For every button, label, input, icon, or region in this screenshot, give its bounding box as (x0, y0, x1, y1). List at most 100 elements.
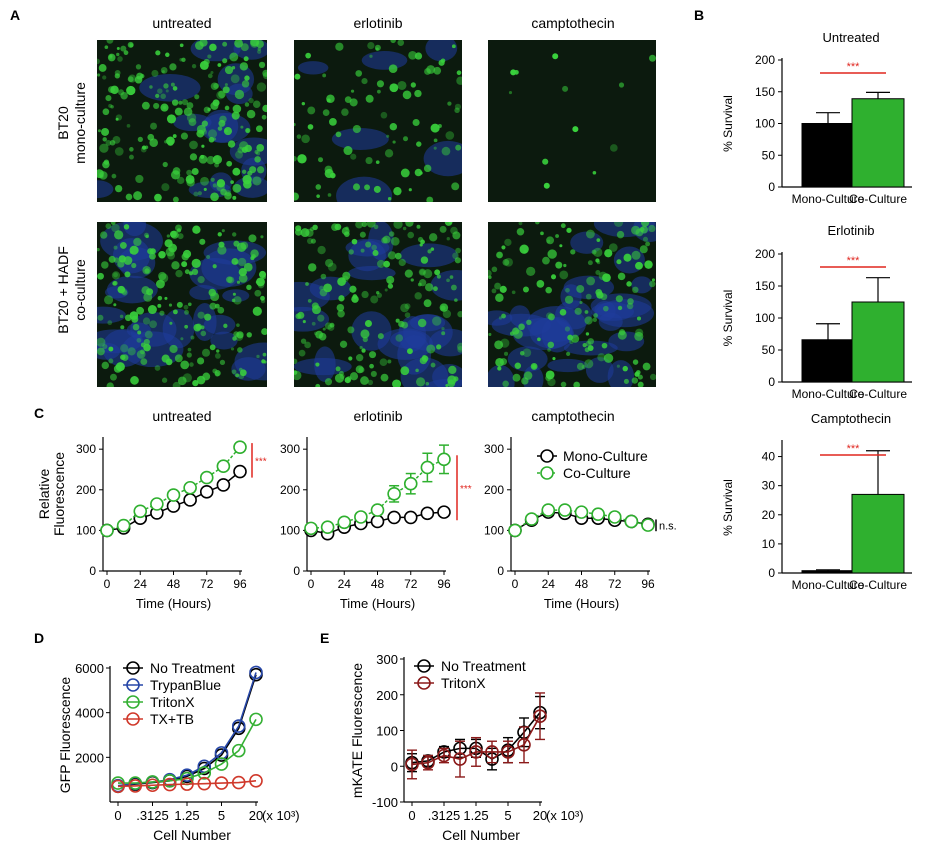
green-cell (526, 319, 532, 326)
green-cell (219, 359, 226, 366)
green-cell (157, 295, 163, 301)
green-cell (246, 284, 252, 291)
green-cell (238, 268, 247, 277)
green-cell (234, 150, 244, 159)
data-point (607, 510, 622, 524)
green-cell (151, 69, 159, 77)
green-cell (494, 340, 504, 350)
green-cell (389, 123, 398, 131)
green-cell (109, 54, 113, 58)
micrograph-0-2 (488, 40, 656, 202)
green-cell (119, 314, 124, 319)
green-cell (387, 279, 392, 285)
green-cell (598, 271, 608, 281)
green-cell (201, 120, 208, 127)
green-cell (123, 224, 130, 230)
panel-letter-e: E (320, 630, 329, 646)
x-tick-label: 1.25 (463, 808, 488, 823)
green-cell (129, 250, 134, 254)
green-cell (446, 278, 450, 283)
green-cell (596, 238, 601, 243)
row-label-mono-line2: mono-culture (72, 82, 88, 164)
y-tick-label: 0 (768, 566, 775, 580)
green-cell (223, 127, 233, 136)
green-cell (584, 359, 594, 369)
x-tick-label: 0 (408, 808, 415, 823)
green-cell (176, 228, 182, 233)
green-cell (229, 52, 239, 62)
y-tick-label: 200 (484, 483, 504, 497)
green-cell (602, 273, 611, 283)
y-axis-label-group: Relative Fluorescence (36, 452, 67, 536)
green-cell (294, 358, 298, 365)
x-tick-label: 96 (233, 577, 247, 591)
data-point (145, 775, 160, 789)
green-cell (301, 134, 310, 144)
green-cell (256, 354, 260, 359)
legend-label: TX+TB (150, 711, 194, 727)
green-cell (400, 168, 410, 178)
green-cell (587, 345, 594, 351)
legend-label: TrypanBlue (150, 677, 221, 693)
green-cell (160, 103, 169, 112)
green-cell (347, 326, 355, 334)
green-cell (336, 303, 345, 312)
green-cell (315, 362, 320, 367)
green-cell (126, 85, 136, 96)
green-cell (329, 322, 335, 328)
green-cell (406, 348, 413, 355)
green-cell (115, 117, 119, 121)
green-cell (256, 166, 265, 174)
green-cell (392, 379, 402, 387)
green-cell (294, 155, 297, 162)
data-point (199, 485, 214, 499)
green-cell (224, 65, 234, 75)
green-cell (239, 62, 249, 71)
legend-label: TritonX (150, 694, 195, 710)
green-cell (169, 63, 177, 71)
green-cell (238, 273, 248, 283)
green-cell (631, 250, 641, 260)
green-cell (157, 88, 163, 94)
green-cell (639, 245, 648, 254)
green-cell (220, 188, 227, 196)
y-tick-label: 200 (755, 53, 775, 67)
green-cell (118, 255, 126, 263)
micrograph-0-1 (294, 40, 462, 202)
green-cell (454, 103, 462, 110)
green-cell (142, 265, 151, 275)
green-cell (177, 376, 187, 386)
x-tick-label: 0 (104, 577, 111, 591)
green-cell (101, 361, 109, 370)
green-cell (136, 350, 146, 359)
green-cell (232, 195, 237, 200)
green-cell (240, 125, 244, 129)
green-cell (184, 269, 190, 275)
green-cell (452, 231, 461, 240)
green-cell (327, 193, 332, 197)
data-point (403, 476, 418, 491)
green-cell (335, 42, 344, 51)
x-tick-label: 48 (371, 577, 385, 591)
green-cell (175, 269, 183, 278)
green-cell (447, 379, 456, 387)
green-cell (326, 94, 335, 104)
green-cell (244, 144, 252, 153)
green-cell (201, 129, 208, 135)
x-tick-label: 20 (533, 808, 547, 823)
green-cell (351, 238, 358, 245)
y-tick-label: 2000 (75, 750, 104, 765)
green-cell (200, 330, 207, 337)
green-cell (307, 106, 316, 115)
green-cell (212, 155, 222, 165)
green-cell (579, 300, 583, 305)
green-cell (496, 251, 503, 259)
category-label: Co-Culture (849, 387, 907, 401)
green-cell (488, 269, 492, 277)
green-cell (576, 362, 585, 371)
green-cell (172, 86, 178, 91)
green-cell (348, 356, 353, 361)
green-cell (97, 347, 105, 356)
green-cell (262, 352, 267, 357)
micrograph-background (488, 40, 656, 202)
